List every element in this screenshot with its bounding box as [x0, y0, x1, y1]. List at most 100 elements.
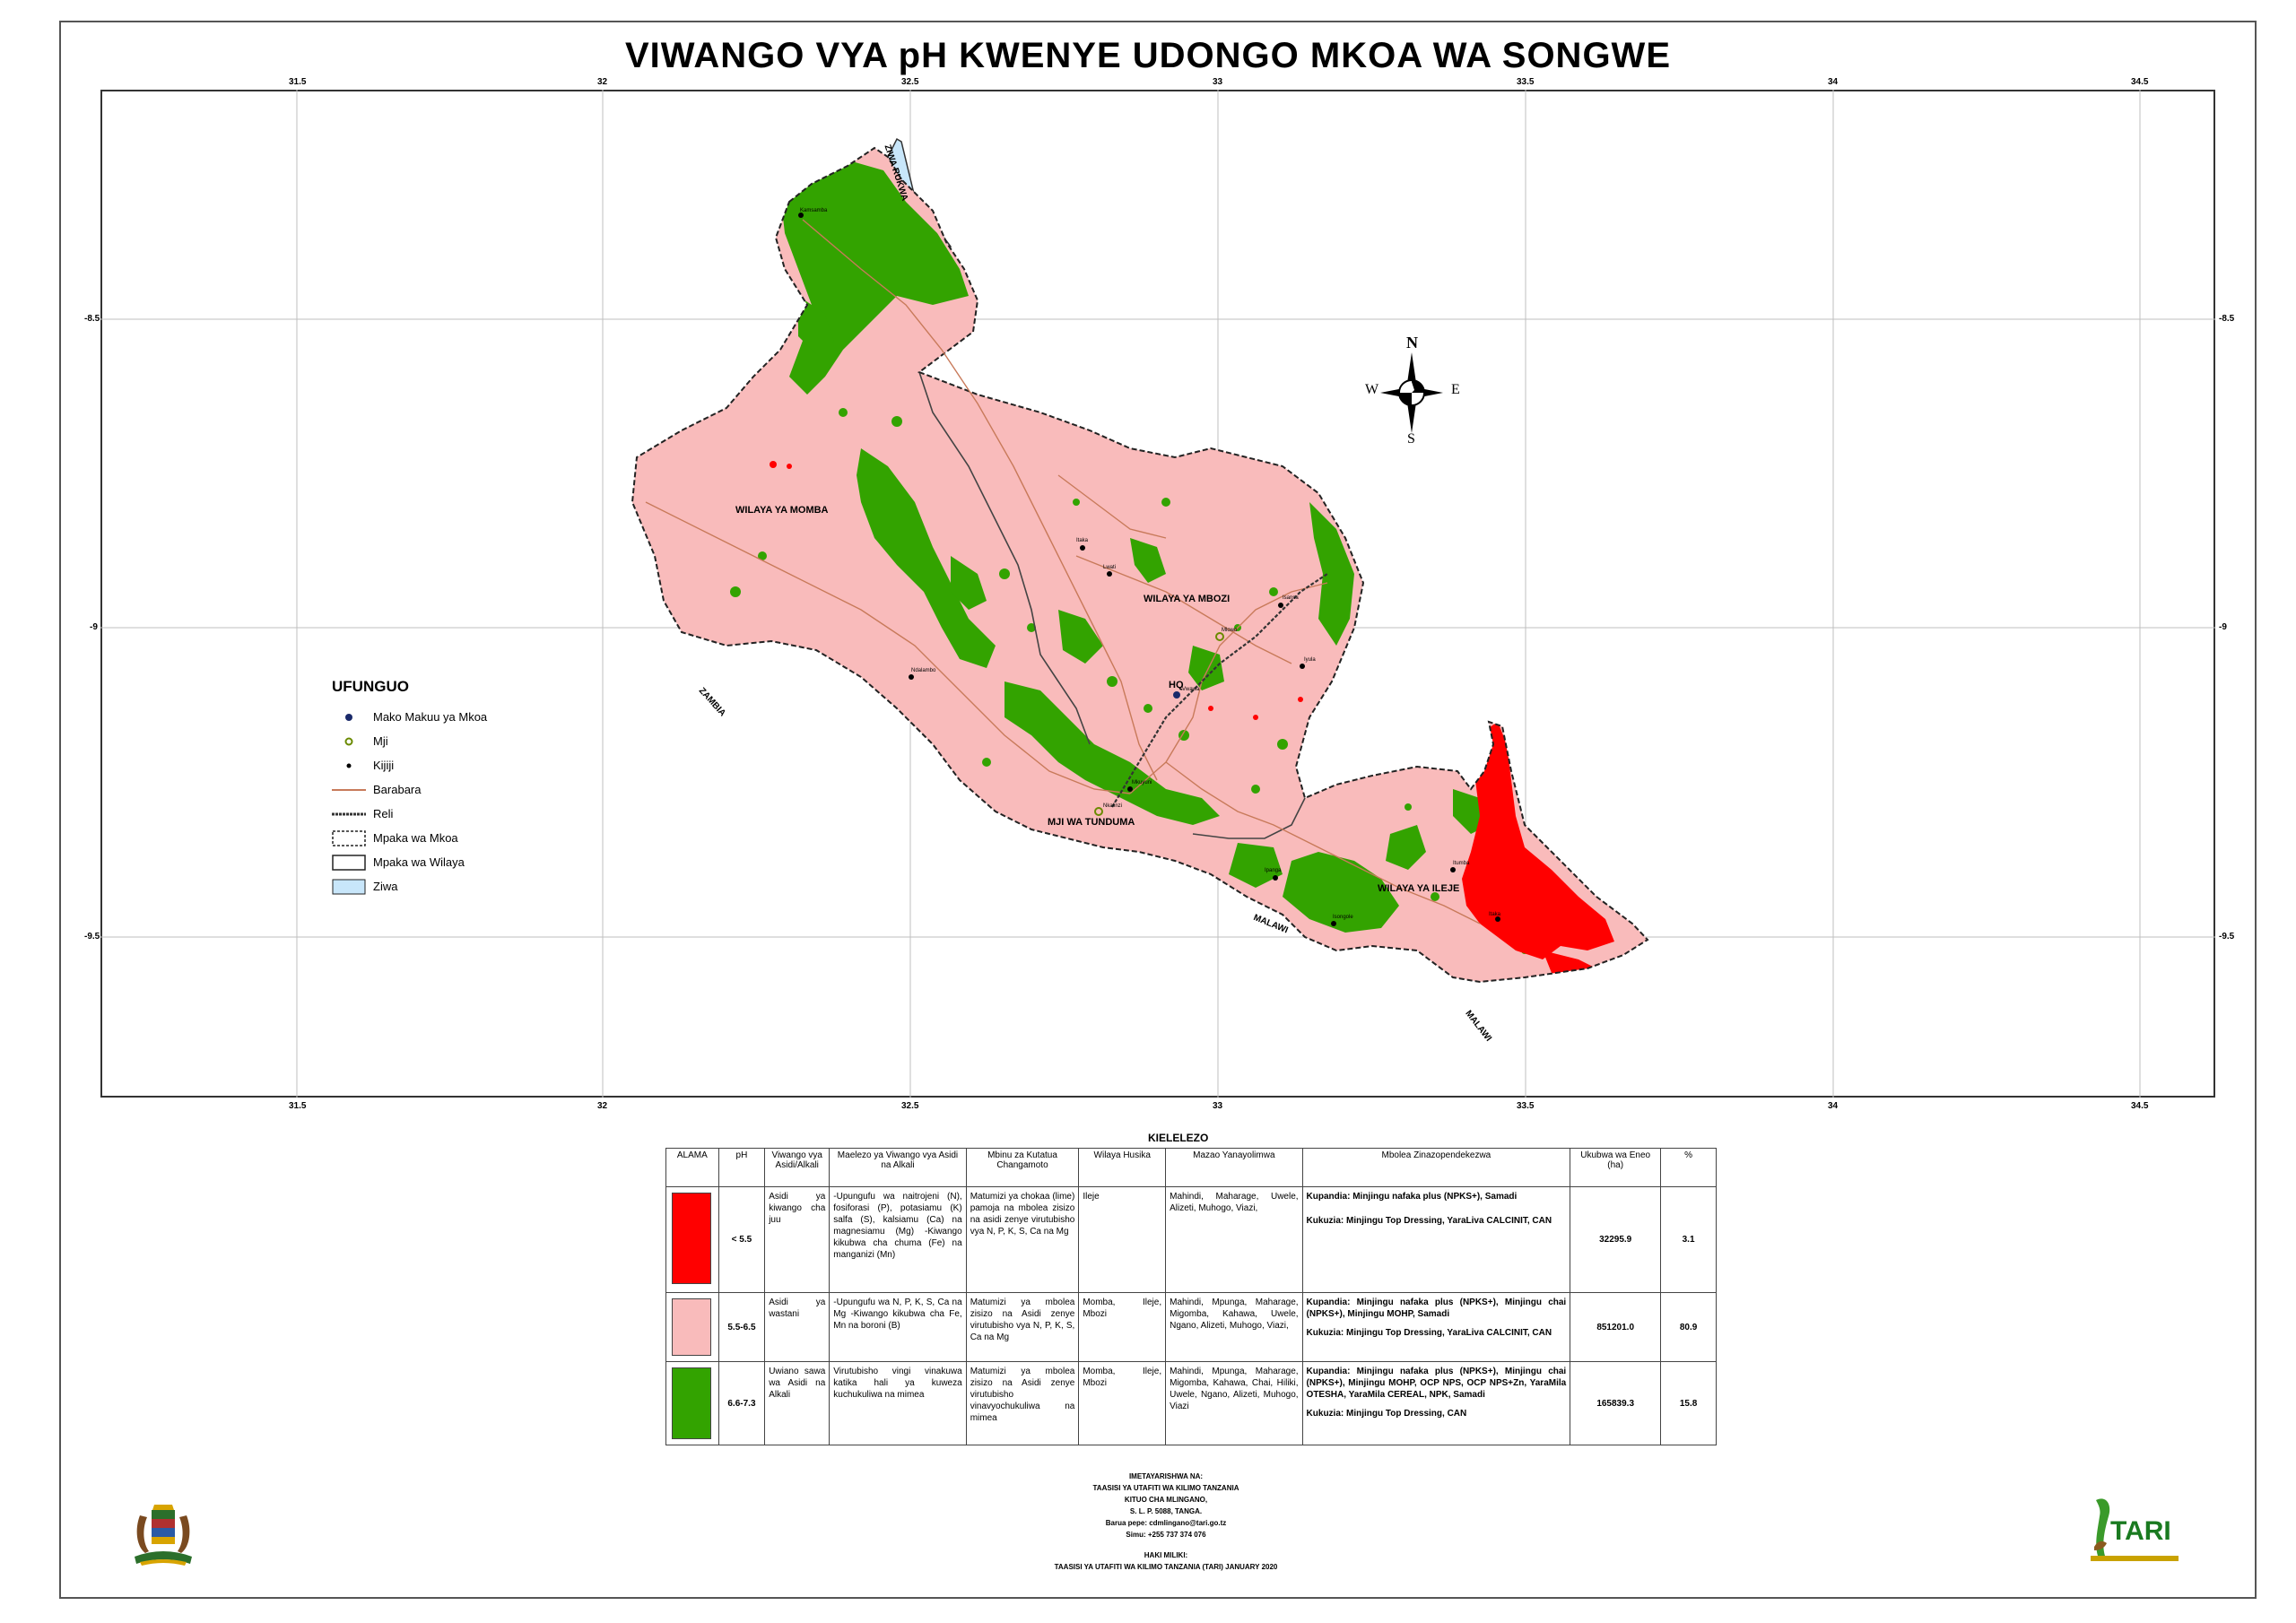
method-cell: Matumizi ya chokaa (lime) pamoja na mbol… [965, 1186, 1080, 1293]
table-header: Ukubwa wa Eneo (ha) [1570, 1148, 1662, 1187]
district-label-mbozi: WILAYA YA MBOZI [1144, 594, 1231, 604]
fert-top: Kukuzia: Minjingu Top Dressing, YaraLiva… [1306, 1328, 1552, 1338]
table-header: pH [718, 1148, 766, 1187]
lat-tick-right: -9.5 [2219, 932, 2235, 942]
town-label: Mkuyuni [1132, 780, 1152, 785]
kielelezo-table: ALAMA pH Viwango vya Asidi/Alkali Maelez… [665, 1148, 1717, 1445]
region-boundary-icon [332, 829, 366, 846]
fertilizer-cell: Kupandia: Minjingu nafaka plus (NPKS+), … [1301, 1292, 1571, 1362]
legend-item: Mpaka wa Wilaya [332, 850, 487, 874]
color-swatch-cell [665, 1186, 719, 1293]
swatch-moderate-acid [672, 1298, 711, 1356]
centre: KITUO CHA MLINGANO, [1124, 1496, 1208, 1504]
legend-title: UFUNGUO [332, 678, 409, 695]
legend-label: Mji [373, 734, 388, 748]
district-cell: Ileje [1078, 1186, 1167, 1293]
table-header: Wilaya Husika [1078, 1148, 1167, 1187]
fertilizer-cell: Kupandia: Minjingu nafaka plus (NPKS+), … [1301, 1361, 1571, 1445]
table-header-row: ALAMA pH Viwango vya Asidi/Alkali Maelez… [665, 1148, 1717, 1187]
town-circle-icon [332, 733, 366, 750]
kielelezo-title: KIELELEZO [1148, 1132, 1209, 1144]
fert-plant: Kupandia: Minjingu nafaka plus (NPKS+), … [1306, 1192, 1518, 1202]
lon-tick-top: 31.5 [289, 77, 307, 87]
table-header: % [1660, 1148, 1717, 1187]
desc-cell: -Upungufu wa N, P, K, S, Ca na Mg -Kiwan… [829, 1292, 967, 1362]
fert-top: Kukuzia: Minjingu Top Dressing, CAN [1306, 1409, 1467, 1419]
crops-cell: Mahindi, Maharage, Uwele, Alizeti, Muhog… [1165, 1186, 1303, 1293]
legend-item: Kijiji [332, 753, 487, 777]
lon-tick-top: 33 [1213, 77, 1223, 87]
table-header: Mbolea Zinazopendekezwa [1301, 1148, 1571, 1187]
village-dot-icon [332, 758, 366, 774]
level-cell: Asidi ya wastani [764, 1292, 831, 1362]
method-cell: Matumizi ya mbolea zisizo na Asidi zenye… [965, 1361, 1080, 1445]
lon-tick-bottom: 33.5 [1517, 1101, 1535, 1111]
roads [645, 219, 1481, 924]
town-label: Isongole [1333, 915, 1353, 920]
compass-e: E [1451, 382, 1460, 397]
area-cell: 165839.3 [1570, 1361, 1662, 1445]
level-cell: Uwiano sawa wa Asidi na Alkali [764, 1361, 831, 1445]
desc-cell: -Upungufu wa naitrojeni (N), fosiforasi … [829, 1186, 967, 1293]
ph-cell: < 5.5 [718, 1186, 766, 1293]
page-title: VIWANGO VYA pH KWENYE UDONGO MKOA WA SON… [624, 36, 1671, 75]
town-label: Ipanga [1265, 868, 1282, 873]
legend-label: Mako Makuu ya Mkoa [373, 710, 488, 724]
po-box: S. L. P. 5088, TANGA. [1129, 1507, 1203, 1515]
compass-w: W [1365, 382, 1379, 397]
town-label: Itumba [1453, 861, 1470, 866]
town-label: Kamsamba [800, 208, 828, 213]
town-label: Vwawa [1182, 687, 1200, 692]
page-frame [59, 21, 2257, 1599]
table-header: Mazao Yanayolimwa [1165, 1148, 1303, 1187]
lon-tick-bottom: 32.5 [901, 1101, 919, 1111]
prepared-by: IMETAYARISHWA NA: [1128, 1472, 1204, 1480]
ph-cell: 6.6-7.3 [718, 1361, 766, 1445]
map-frame [100, 90, 2215, 1098]
district-cell: Momba, Ileje, Mbozi [1078, 1361, 1167, 1445]
legend-item: Mako Makuu ya Mkoa [332, 705, 487, 729]
lat-tick-left: -9.5 [84, 932, 100, 942]
desc-cell: Virutubisho vingi vinakuwa katika hali y… [829, 1361, 967, 1445]
hq-dot-icon [332, 709, 366, 725]
town-label: Nkalinzi [1103, 803, 1123, 809]
color-swatch-cell [665, 1361, 719, 1445]
table-header: ALAMA [665, 1148, 719, 1187]
settlements [798, 213, 1500, 926]
lat-tick-left: -9 [90, 622, 98, 632]
area-cell: 32295.9 [1570, 1186, 1662, 1293]
town-label: Iyula [1304, 657, 1316, 663]
lon-tick-top: 32 [597, 77, 608, 87]
lon-tick-bottom: 32 [597, 1101, 608, 1111]
phone: Simu: +255 737 374 076 [1126, 1531, 1206, 1539]
compass-n: N [1406, 334, 1418, 352]
lon-tick-bottom: 34.5 [2131, 1101, 2149, 1111]
table-header: Viwango vya Asidi/Alkali [764, 1148, 831, 1187]
table-header: Mbinu za Kutatua Changamoto [965, 1148, 1080, 1187]
railway-line-icon [332, 806, 366, 822]
legend-label: Ziwa [373, 880, 398, 893]
method-cell: Matumizi ya mbolea zisizo na Asidi zenye… [965, 1292, 1080, 1362]
organization: TAASISI YA UTAFITI WA KILIMO TANZANIA [1092, 1484, 1239, 1492]
table-row: 5.5-6.5 Asidi ya wastani -Upungufu wa N,… [665, 1292, 1717, 1362]
lat-tick-right: -8.5 [2219, 314, 2235, 324]
lake-fill-icon [332, 879, 366, 895]
town-label: Isansa [1283, 595, 1299, 601]
rights-label: HAKI MILIKI: [1144, 1551, 1188, 1559]
map-legend: UFUNGUO Mako Makuu ya Mkoa Mji Kijiji Ba… [332, 678, 487, 898]
area-cell: 851201.0 [1570, 1292, 1662, 1362]
lon-tick-top: 34.5 [2131, 77, 2149, 87]
table-header: Maelezo ya Viwango vya Asidi na Alkali [829, 1148, 967, 1187]
tari-wordmark: TARI [2110, 1516, 2171, 1546]
legend-item: Mji [332, 729, 487, 753]
table-row: 6.6-7.3 Uwiano sawa wa Asidi na Alkali V… [665, 1361, 1717, 1445]
lon-tick-top: 34 [1828, 77, 1839, 87]
district-label-momba: WILAYA YA MOMBA [735, 505, 829, 516]
town-label: Ndalambo [911, 668, 936, 673]
pct-cell: 3.1 [1660, 1186, 1717, 1293]
town-label: Itaka [1489, 912, 1501, 917]
pct-cell: 80.9 [1660, 1292, 1717, 1362]
town-label-tunduma: MJI WA TUNDUMA [1048, 817, 1135, 828]
road-line-icon [332, 782, 366, 798]
